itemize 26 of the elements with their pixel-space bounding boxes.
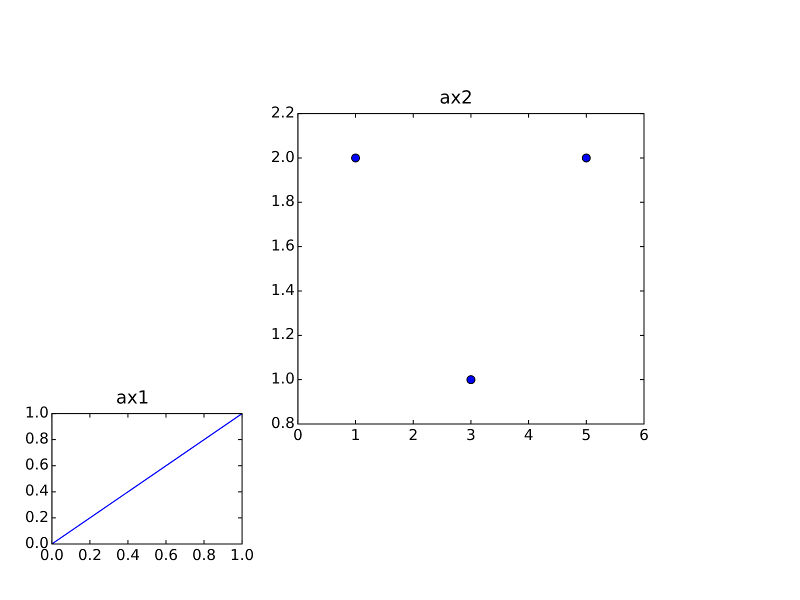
x-tick-label: 0.4 <box>116 546 140 564</box>
x-tick-label: 2 <box>408 426 418 444</box>
y-tick-label: 1.0 <box>270 370 295 388</box>
x-tick-label: 6 <box>639 426 649 444</box>
chart-title: ax1 <box>116 387 150 408</box>
y-tick-label: 1.4 <box>270 280 295 299</box>
y-tick-label: 1.8 <box>270 192 295 210</box>
y-tick-label: 0.6 <box>24 456 49 474</box>
y-tick-label: 2.2 <box>270 103 295 122</box>
x-tick-label: 1 <box>350 426 360 444</box>
y-tick-label: 0.4 <box>24 482 49 500</box>
x-tick-label: 1.0 <box>230 546 254 564</box>
x-tick-label: 3 <box>466 426 476 444</box>
y-tick-label: 0.2 <box>24 508 49 526</box>
y-tick-label: 0.8 <box>270 414 295 432</box>
y-tick-label: 1.0 <box>24 403 49 422</box>
x-tick-label: 4 <box>524 426 534 444</box>
x-tick-label: 0 <box>293 426 303 444</box>
chart-title: ax2 <box>439 87 473 108</box>
y-tick-label: 1.6 <box>270 236 295 255</box>
x-tick-label: 0.8 <box>192 546 216 564</box>
x-tick-label: 0.6 <box>154 546 178 564</box>
y-tick-label: 1.2 <box>270 325 295 344</box>
x-tick-label: 5 <box>582 426 592 444</box>
x-tick-label: 0.2 <box>78 546 102 564</box>
y-tick-label: 2.0 <box>270 148 295 166</box>
